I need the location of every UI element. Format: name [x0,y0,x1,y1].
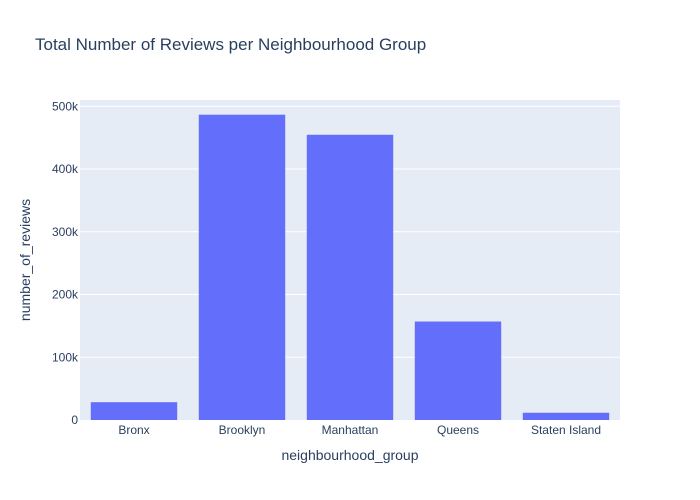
bar-staten-island[interactable] [522,412,610,420]
x-tick-label: Brooklyn [219,423,266,437]
bar-queens[interactable] [414,321,502,420]
bar-bronx[interactable] [90,402,178,420]
x-axis-ticks: Bronx Brooklyn Manhattan Queens Staten Islan… [118,423,601,437]
y-tick-label: 200k [52,288,79,302]
y-tick-label: 0 [71,413,78,427]
bars [90,114,610,421]
bar-manhattan[interactable] [306,134,394,421]
x-axis-title: neighbourhood_group [281,447,418,463]
y-tick-label: 100k [52,350,79,364]
x-tick-label: Bronx [118,423,149,437]
x-tick-label: Staten Island [531,423,601,437]
y-axis-title: number_of_reviews [17,199,33,321]
y-tick-label: 400k [52,162,79,176]
bar-brooklyn[interactable] [198,114,286,420]
y-axis-ticks: 0 100k 200k 300k 400k 500k [52,99,79,427]
x-tick-label: Queens [437,423,479,437]
y-tick-label: 300k [52,225,79,239]
chart-title: Total Number of Reviews per Neighbourhoo… [35,35,426,54]
y-tick-label: 500k [52,99,79,113]
x-tick-label: Manhattan [322,423,379,437]
